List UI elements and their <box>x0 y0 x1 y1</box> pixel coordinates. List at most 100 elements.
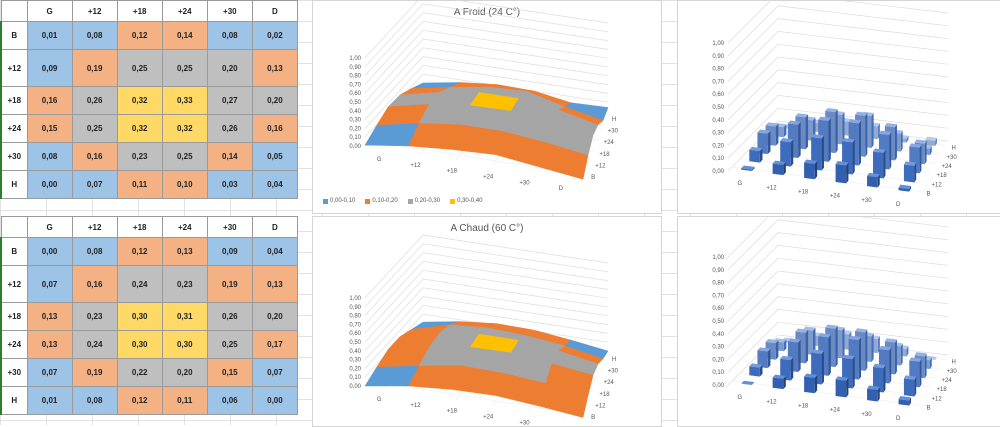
value-cell[interactable]: 0,26 <box>71 86 118 115</box>
value-cell[interactable]: 0,01 <box>26 386 73 415</box>
value-cell[interactable]: 0,08 <box>26 142 73 171</box>
value-cell[interactable]: 0,25 <box>116 49 163 87</box>
value-cell[interactable]: 0,16 <box>26 86 73 115</box>
value-cell[interactable]: 0,16 <box>251 114 299 143</box>
value-cell[interactable]: 0,22 <box>116 358 163 387</box>
value-cell[interactable]: 0,00 <box>26 237 73 266</box>
value-cell[interactable]: 0,16 <box>71 142 118 171</box>
value-cell[interactable]: 0,16 <box>71 265 118 303</box>
value-cell[interactable]: 0,01 <box>26 21 73 50</box>
data-table-hot[interactable]: G +12 +18 +24 +30 D B 0,00 0,08 0,12 0,13 0,09 0,04 +… <box>0 216 299 415</box>
value-cell[interactable]: 0,20 <box>251 302 299 331</box>
column-header[interactable]: D <box>251 0 299 22</box>
bar3d-chart-hot[interactable]: 0,00 0,10 0,20 0,30 0,40 0,50 0,60 0,70 0,80 0,90… <box>677 216 1000 427</box>
column-header[interactable]: D <box>251 216 299 238</box>
row-header[interactable]: +18 <box>0 302 28 331</box>
value-cell[interactable]: 0,07 <box>251 358 299 387</box>
row-header[interactable]: +24 <box>0 330 28 359</box>
value-cell[interactable]: 0,07 <box>71 170 118 199</box>
value-cell[interactable]: 0,24 <box>71 330 118 359</box>
value-cell[interactable]: 0,26 <box>206 302 253 331</box>
value-cell[interactable]: 0,12 <box>116 237 163 266</box>
column-header[interactable]: +24 <box>161 0 208 22</box>
value-cell[interactable]: 0,06 <box>206 386 253 415</box>
value-cell[interactable]: 0,07 <box>26 358 73 387</box>
value-cell[interactable]: 0,25 <box>161 142 208 171</box>
column-header[interactable]: +12 <box>71 216 118 238</box>
value-cell[interactable]: 0,32 <box>161 114 208 143</box>
row-header[interactable]: +30 <box>0 142 28 171</box>
row-header[interactable]: B <box>0 21 28 50</box>
value-cell[interactable]: 0,20 <box>206 49 253 87</box>
row-header[interactable]: B <box>0 237 28 266</box>
value-cell[interactable]: 0,08 <box>71 21 118 50</box>
bar3d-chart-cold[interactable]: 0,00 0,10 0,20 0,30 0,40 0,50 0,60 0,70 0,80 0,90… <box>677 0 1000 214</box>
value-cell[interactable]: 0,05 <box>251 142 299 171</box>
column-header[interactable]: +30 <box>206 0 253 22</box>
column-header[interactable]: +18 <box>116 216 163 238</box>
surface-chart-hot[interactable]: A Chaud (60 C°) 0,00 0,10 0,20 0,30 0,40 0,50… <box>312 216 662 427</box>
value-cell[interactable]: 0,13 <box>26 330 73 359</box>
value-cell[interactable]: 0,04 <box>251 170 299 199</box>
value-cell[interactable]: 0,23 <box>161 265 208 303</box>
value-cell[interactable]: 0,13 <box>251 49 299 87</box>
value-cell[interactable]: 0,19 <box>206 265 253 303</box>
value-cell[interactable]: 0,00 <box>26 170 73 199</box>
column-header[interactable]: +24 <box>161 216 208 238</box>
value-cell[interactable]: 0,15 <box>26 114 73 143</box>
row-header[interactable]: H <box>0 170 28 199</box>
value-cell[interactable]: 0,27 <box>206 86 253 115</box>
value-cell[interactable]: 0,31 <box>161 302 208 331</box>
row-header[interactable]: +12 <box>0 49 28 87</box>
value-cell[interactable]: 0,30 <box>116 330 163 359</box>
value-cell[interactable]: 0,09 <box>206 237 253 266</box>
value-cell[interactable]: 0,08 <box>71 386 118 415</box>
value-cell[interactable]: 0,00 <box>251 386 299 415</box>
row-header[interactable]: +18 <box>0 86 28 115</box>
value-cell[interactable]: 0,11 <box>161 386 208 415</box>
value-cell[interactable]: 0,33 <box>161 86 208 115</box>
value-cell[interactable]: 0,19 <box>71 49 118 87</box>
value-cell[interactable]: 0,08 <box>71 237 118 266</box>
value-cell[interactable]: 0,09 <box>26 49 73 87</box>
value-cell[interactable]: 0,13 <box>161 237 208 266</box>
value-cell[interactable]: 0,15 <box>206 358 253 387</box>
value-cell[interactable]: 0,02 <box>251 21 299 50</box>
value-cell[interactable]: 0,11 <box>116 170 163 199</box>
value-cell[interactable]: 0,23 <box>71 302 118 331</box>
corner-cell[interactable] <box>0 0 28 22</box>
value-cell[interactable]: 0,25 <box>71 114 118 143</box>
row-header[interactable]: +24 <box>0 114 28 143</box>
row-header[interactable]: +30 <box>0 358 28 387</box>
value-cell[interactable]: 0,32 <box>116 114 163 143</box>
value-cell[interactable]: 0,25 <box>206 330 253 359</box>
column-header[interactable]: +12 <box>71 0 118 22</box>
value-cell[interactable]: 0,08 <box>206 21 253 50</box>
row-header[interactable]: H <box>0 386 28 415</box>
value-cell[interactable]: 0,32 <box>116 86 163 115</box>
value-cell[interactable]: 0,07 <box>26 265 73 303</box>
surface-chart-cold[interactable]: A Froid (24 C°) 0,00 0,10 0,20 0,30 0,40 0,50… <box>312 0 662 214</box>
value-cell[interactable]: 0,13 <box>251 265 299 303</box>
value-cell[interactable]: 0,14 <box>161 21 208 50</box>
value-cell[interactable]: 0,23 <box>116 142 163 171</box>
corner-cell[interactable] <box>0 216 28 238</box>
value-cell[interactable]: 0,30 <box>161 330 208 359</box>
value-cell[interactable]: 0,20 <box>161 358 208 387</box>
column-header[interactable]: +30 <box>206 216 253 238</box>
value-cell[interactable]: 0,12 <box>116 21 163 50</box>
value-cell[interactable]: 0,24 <box>116 265 163 303</box>
value-cell[interactable]: 0,13 <box>26 302 73 331</box>
value-cell[interactable]: 0,10 <box>161 170 208 199</box>
value-cell[interactable]: 0,12 <box>116 386 163 415</box>
value-cell[interactable]: 0,20 <box>251 86 299 115</box>
value-cell[interactable]: 0,19 <box>71 358 118 387</box>
value-cell[interactable]: 0,30 <box>116 302 163 331</box>
column-header[interactable]: +18 <box>116 0 163 22</box>
value-cell[interactable]: 0,03 <box>206 170 253 199</box>
value-cell[interactable]: 0,04 <box>251 237 299 266</box>
row-header[interactable]: +12 <box>0 265 28 303</box>
column-header[interactable]: G <box>26 0 73 22</box>
data-table-cold[interactable]: G +12 +18 +24 +30 D B 0,01 0,08 0,12 0,14 0,08 0,02 +… <box>0 0 299 199</box>
value-cell[interactable]: 0,26 <box>206 114 253 143</box>
